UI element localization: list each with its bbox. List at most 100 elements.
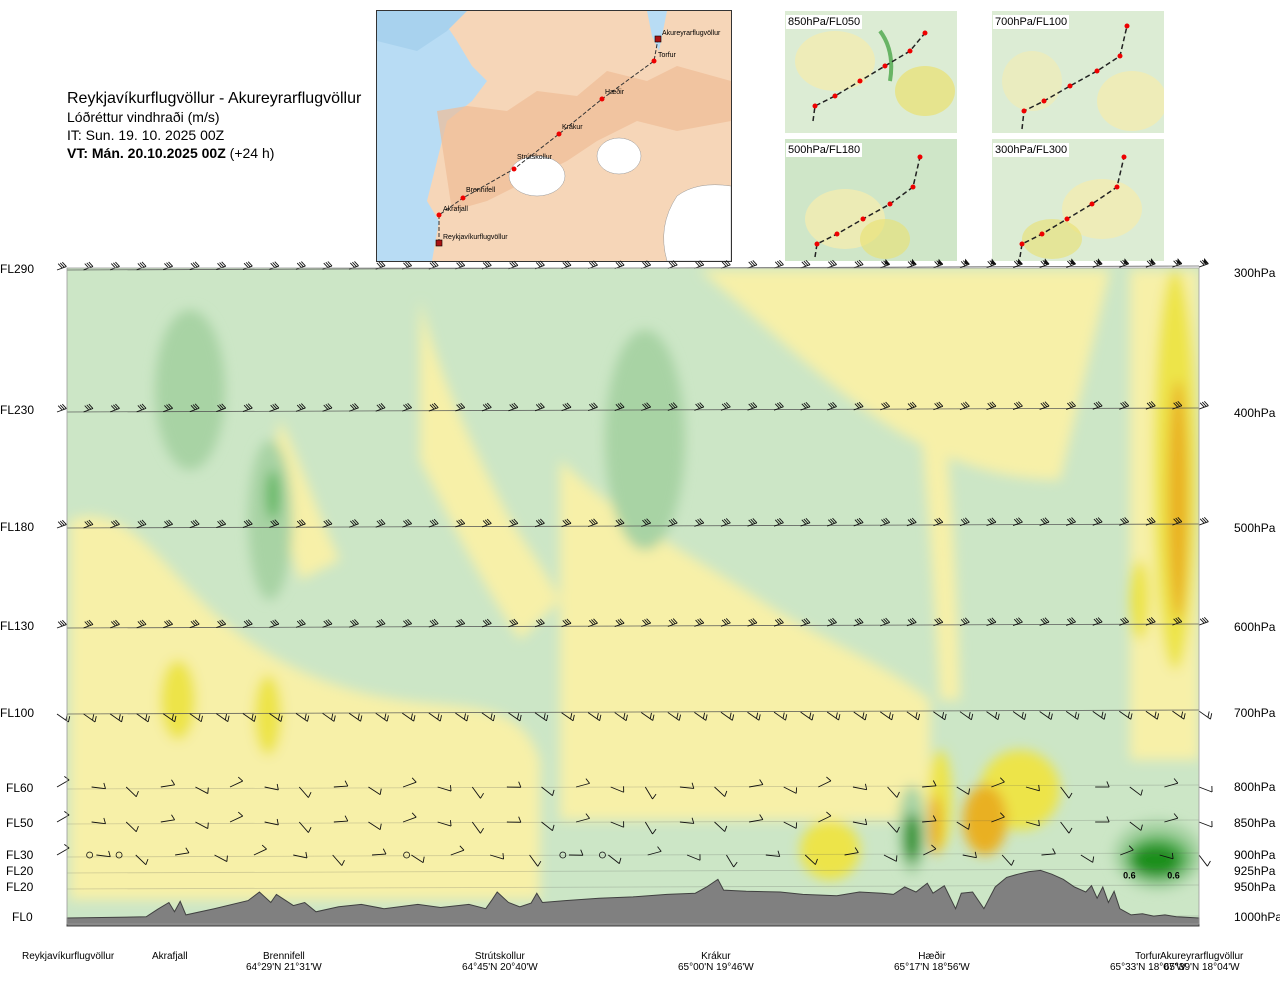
fl-label-6: FL50 <box>6 816 34 830</box>
wind-barb <box>322 619 333 628</box>
wind-barb-feather <box>433 518 439 524</box>
wind-barb-shaft <box>163 523 173 529</box>
wind-barb-feather <box>828 519 833 525</box>
wind-barb-feather <box>1140 789 1143 796</box>
wind-barb-feather <box>911 517 917 523</box>
wind-barb-shaft <box>56 624 67 629</box>
wind-barb <box>428 618 439 628</box>
wind-barb <box>348 403 359 412</box>
wind-barb-shaft <box>96 854 111 858</box>
wind-barb-feather <box>1203 400 1209 406</box>
wind-barb-feather <box>697 260 703 267</box>
wind-barb-feather <box>883 618 888 624</box>
wind-barb-shaft <box>667 712 680 721</box>
wind-barb-shaft <box>402 781 417 788</box>
wind-barb-shaft <box>853 406 864 411</box>
wind-barb-feather <box>962 618 968 624</box>
wind-barb-feather <box>168 619 173 625</box>
wind-barb-feather <box>270 620 276 626</box>
wind-barb-feather <box>619 518 625 524</box>
wind-barb-feather <box>1120 618 1125 624</box>
wind-barb-shaft <box>471 821 481 834</box>
wind-barb-feather <box>272 620 278 626</box>
wind-barb-feather <box>1071 517 1076 523</box>
wind-barb-shaft <box>368 821 381 831</box>
wind-barb <box>561 402 572 412</box>
wind-barb-shaft <box>880 406 890 411</box>
wind-barb <box>959 401 970 411</box>
wind-barb <box>1145 517 1156 526</box>
wind-barb-feather <box>585 813 590 819</box>
wind-barb-shaft <box>402 816 417 823</box>
wind-barb-feather <box>750 618 756 624</box>
wind-barb <box>216 519 227 529</box>
wind-barb-feather <box>227 715 230 722</box>
wind-barb-shaft <box>747 622 758 627</box>
wind-barb <box>264 818 279 826</box>
wind-barb-shaft <box>195 786 208 794</box>
wind-barb-shaft <box>481 407 492 412</box>
wind-barb-feather <box>960 619 966 625</box>
wind-barb-feather <box>1199 618 1205 624</box>
wind-barb-feather <box>463 713 467 720</box>
wind-barb-feather <box>1097 617 1103 623</box>
wind-barb-feather <box>724 790 728 797</box>
wind-barb-feather <box>301 261 306 267</box>
wind-barb-shaft <box>109 408 120 413</box>
field-layer <box>70 270 1199 900</box>
wind-barb-feather <box>1173 260 1179 266</box>
wind-barb-feather <box>103 817 106 824</box>
wind-barb <box>800 711 814 721</box>
wind-barb-shaft <box>720 406 731 411</box>
wind-barb-feather <box>1038 819 1040 826</box>
wind-barb-shaft <box>853 711 866 721</box>
wind-barb-feather <box>909 618 915 624</box>
wind-barb-feather <box>705 714 708 721</box>
wind-barb <box>667 618 678 627</box>
wind-barb-feather <box>896 791 900 798</box>
wind-barb-feather <box>1038 784 1040 791</box>
wind-barb-shaft <box>83 624 94 629</box>
wind-barb <box>229 776 244 788</box>
wind-barb-feather <box>164 621 169 627</box>
wind-barb-feather <box>194 519 200 525</box>
wind-barb-feather <box>652 714 655 721</box>
wind-barb <box>1012 258 1023 268</box>
wind-barb-feather <box>509 404 515 410</box>
wind-barb <box>534 402 545 412</box>
wind-barb-feather <box>482 620 488 626</box>
valid-time: VT: Mán. 20.10.2025 00Z (+24 h) <box>67 144 361 162</box>
wind-barb-feather <box>835 712 838 719</box>
wind-barb-feather <box>776 618 782 624</box>
p-label-2: 500hPa <box>1234 521 1276 535</box>
wind-barb <box>853 617 864 627</box>
wind-barb-shaft <box>333 785 348 788</box>
wind-barb-feather <box>615 403 621 409</box>
wind-barb-feather <box>856 618 862 624</box>
wind-barb-shaft <box>853 622 864 627</box>
wind-barb-feather <box>1175 401 1181 407</box>
wind-barb-shaft <box>561 712 574 722</box>
field-light-down-2 <box>248 440 292 600</box>
wind-barb-shaft <box>614 406 625 411</box>
map-label-reykjavik: Reykjavíkurflugvöllur <box>443 234 508 241</box>
wind-barb-shaft <box>575 817 590 823</box>
p-label-6: 850hPa <box>1234 816 1276 830</box>
wind-barb <box>933 401 944 411</box>
wind-barb-feather <box>896 826 900 833</box>
wind-barb <box>375 403 386 412</box>
wind-barb-feather <box>543 713 546 720</box>
wind-barb-shaft <box>1129 786 1142 796</box>
wind-barb-feather <box>540 518 545 524</box>
fl-label-4: FL100 <box>0 706 35 720</box>
wind-barb-feather <box>1106 781 1110 788</box>
wind-barb-shaft <box>1119 405 1129 410</box>
wind-barb-feather <box>960 403 966 409</box>
wind-barb-feather <box>437 713 440 720</box>
wind-barb-feather <box>308 826 312 833</box>
issue-time: IT: Sun. 19. 10. 2025 00Z <box>67 127 225 143</box>
wind-barb <box>471 821 484 834</box>
level-line-900 <box>66 852 1200 858</box>
wind-barb <box>402 618 412 628</box>
wind-barb <box>610 821 625 828</box>
